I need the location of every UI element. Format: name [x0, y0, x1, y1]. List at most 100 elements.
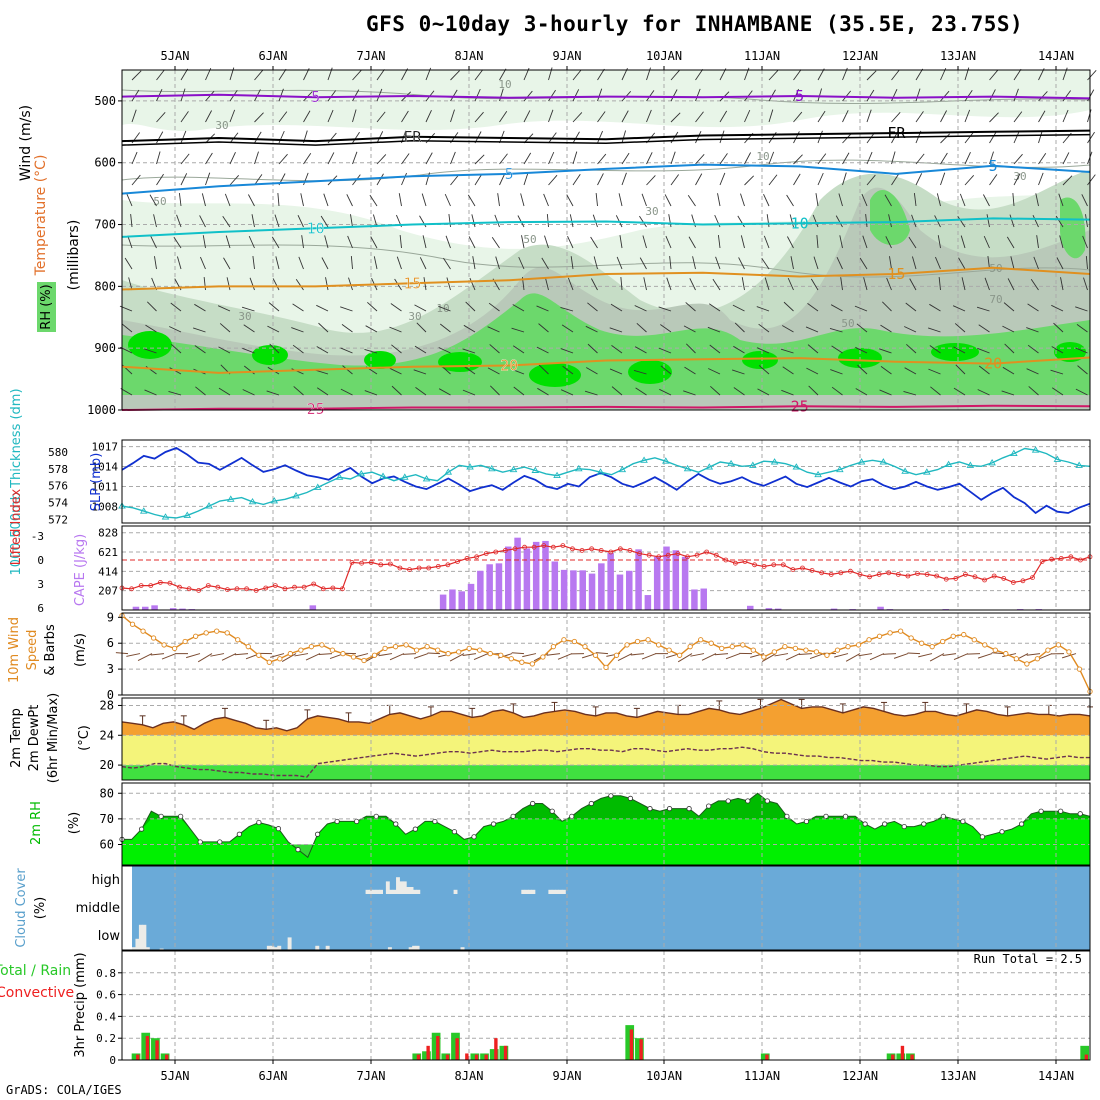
rh-contour-label-0: 30: [215, 119, 228, 132]
rh2m-point-32: [432, 818, 438, 825]
thickness-point-12: [248, 497, 257, 505]
precip-conv-bar-66: [765, 1054, 769, 1060]
cape-bar-70: [774, 608, 782, 610]
wind-barb-579: [1013, 130, 1020, 144]
wind-point-2: [140, 628, 146, 634]
rh2m-point-74: [842, 813, 849, 819]
wind-barb-125: [292, 344, 304, 354]
rh2m-point-48: [588, 800, 594, 807]
wind-barb-79: [218, 387, 231, 396]
wind-barb-439: [789, 214, 794, 228]
wind-barb-330: [620, 277, 623, 291]
surface-barb-30: [473, 653, 489, 661]
surface-barb-33: [511, 652, 525, 655]
wind-barb-512: [915, 68, 924, 81]
wind-barb-221: [438, 347, 451, 354]
surface-barb-64: [882, 653, 897, 655]
surface-barb-67: [918, 653, 933, 658]
slp-tick-label-1: 1011: [92, 480, 119, 493]
wind-barb-19: [156, 131, 164, 144]
wind-barb-102: [277, 193, 280, 207]
wind-barb-600: [1036, 235, 1039, 249]
surface-barb-16: [305, 653, 321, 661]
wind-barb-388: [719, 153, 728, 165]
wind-barb-298: [567, 277, 574, 291]
wind-barb-534: [936, 193, 941, 207]
thickness-point-32: [466, 463, 474, 470]
wind-barb-325: [621, 172, 627, 186]
lifted-point-73: [819, 570, 825, 576]
wind-barb-524: [904, 326, 917, 333]
wind-barb-372: [695, 154, 705, 165]
wind-barb-377: [692, 256, 696, 270]
wind-barb-459: [807, 302, 819, 312]
rh-contour-label-6: 30: [238, 310, 251, 323]
wind-barb-553: [958, 257, 966, 270]
precip-rain-bar-30: [412, 1053, 422, 1060]
surface-barb-58: [809, 653, 825, 660]
top-day-label-0: 5JAN: [161, 49, 190, 63]
lifted-point-2: [138, 583, 144, 588]
wind-barb-306: [597, 111, 606, 123]
wind-barb-244: [499, 153, 508, 165]
wind-barb-328: [619, 235, 623, 249]
wind-barb-56: [202, 235, 206, 249]
wind-barb-504: [885, 236, 892, 249]
wind-barb-441: [790, 256, 794, 270]
wind-barb-299: [560, 306, 574, 312]
wind-barb-270: [511, 368, 525, 375]
lifted-point-32: [426, 565, 432, 571]
cloud-high-bar-126: [558, 889, 563, 894]
lifted-point-96: [1039, 559, 1045, 564]
wind-point-87: [1034, 656, 1041, 662]
wind-point-54: [687, 644, 693, 650]
thickness-point-62: [792, 463, 801, 470]
isotherm-label2-3: 10: [791, 214, 809, 232]
lifted-point-93: [1010, 580, 1016, 585]
wind-point-88: [1045, 647, 1051, 653]
wind-barb-190: [389, 367, 402, 375]
rh2m-point-10: [217, 839, 223, 845]
surface-barb-29: [462, 653, 477, 656]
cape-tick-label-2: 621: [98, 546, 118, 559]
wind-barb-16: [156, 69, 165, 81]
temp-y-tick-label-2: 28: [100, 698, 114, 712]
cape-ylabel-cape: CAPE (J/kg): [73, 534, 88, 606]
wind-barb-140: [318, 322, 329, 333]
precip-conv-bar-2: [145, 1036, 150, 1060]
wind-barb-172: [365, 325, 378, 333]
lifted-tick-label-0: -3: [31, 530, 44, 543]
isotherm-2: [121, 163, 1091, 195]
surface-barb-73: [991, 652, 1005, 655]
lifted-point-36: [464, 556, 470, 561]
thickness-point-20: [335, 473, 344, 480]
wind-barb-503: [888, 214, 892, 228]
lifted-point-28: [387, 561, 393, 567]
wind-barb-80: [254, 69, 264, 81]
wind-barb-261: [523, 172, 529, 186]
wind-barb-492: [856, 323, 868, 333]
lifted-point-24: [349, 560, 355, 565]
rh2m-y-tick-label-0: 60: [100, 838, 114, 852]
wind-barb-241: [499, 88, 504, 102]
wind-barb-371: [695, 131, 702, 144]
wind-barb-207: [415, 386, 427, 396]
lifted-point-54: [637, 551, 642, 556]
wind-point-43: [571, 638, 578, 645]
wind-point-10: [224, 630, 230, 636]
wind-point-66: [813, 649, 820, 655]
wind-barb-87: [251, 214, 255, 228]
thickness-point-82: [1010, 449, 1018, 457]
wind-point-70: [855, 642, 862, 648]
wind-barb-472: [839, 235, 843, 249]
wind-barb-471: [835, 215, 843, 228]
rh-contour-label-3: 30: [645, 205, 658, 218]
wind-barb-349: [634, 346, 647, 354]
wind-y-tick-label-1: 3: [107, 662, 114, 676]
wind-barb-570: [984, 277, 990, 291]
wind-barb-103: [274, 214, 280, 228]
wind-barb-596: [1038, 152, 1047, 165]
cape-bar-41: [505, 546, 512, 610]
wind-barb-257: [523, 90, 533, 102]
wind-barb-497: [891, 89, 898, 102]
